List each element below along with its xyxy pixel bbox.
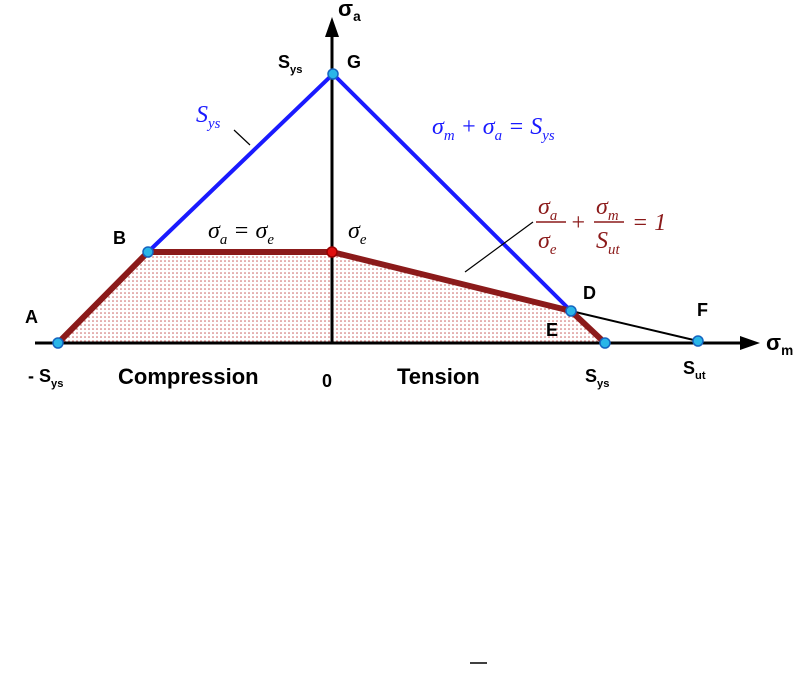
numerator: σa	[538, 194, 557, 224]
point	[599, 337, 611, 349]
text-part: σ	[255, 218, 268, 244]
text-part: σ	[538, 194, 551, 220]
text-part: S	[278, 52, 290, 72]
denominator: Sut	[596, 228, 620, 258]
text-part: D	[583, 283, 596, 303]
leader-line	[464, 221, 534, 273]
x-arrow	[740, 336, 760, 350]
point	[692, 335, 704, 347]
point-label: G	[347, 52, 361, 72]
subscript: ys	[206, 116, 221, 132]
point-label: E	[546, 320, 558, 340]
operator: = 1	[632, 210, 666, 236]
text-part: Compression	[118, 364, 259, 389]
text-part: =	[227, 218, 255, 244]
subscript: a	[495, 128, 502, 144]
subscript: ys	[51, 378, 63, 390]
text-part: 0	[322, 371, 332, 391]
point	[565, 305, 577, 317]
text-part: - S	[28, 366, 51, 386]
subscript: ys	[540, 128, 555, 144]
text-part: S	[196, 102, 208, 128]
numerator: σm	[596, 194, 619, 224]
subscript: e	[360, 232, 367, 248]
text-part: σ	[208, 218, 221, 244]
subscript: m	[608, 208, 619, 224]
text-part: = 1	[632, 210, 666, 236]
denominator: σe	[538, 228, 557, 258]
subscript: ys	[290, 64, 302, 76]
text-part: σ	[338, 0, 353, 21]
tick-label: Sys	[585, 366, 609, 390]
point-label: B	[113, 228, 126, 248]
text-part: =	[502, 114, 530, 140]
text-part: σ	[596, 194, 609, 220]
axis-label: σa	[338, 0, 361, 24]
subscript: ut	[608, 242, 620, 258]
text-part: σ	[348, 218, 361, 244]
subscript: m	[444, 128, 455, 144]
subscript: a	[550, 208, 557, 224]
text-part: σ	[432, 114, 445, 140]
text-part: F	[697, 300, 708, 320]
leader-line	[233, 129, 251, 146]
equation: σm + σa = Sys	[432, 114, 555, 144]
subscript: ys	[597, 378, 609, 390]
text-part: S	[683, 358, 695, 378]
goodman-extension	[570, 310, 699, 342]
subscript: a	[353, 9, 361, 24]
region-label: Tension	[397, 364, 480, 389]
text-part: +	[455, 114, 483, 140]
annotation: Sys	[196, 102, 221, 132]
text-part: S	[530, 114, 542, 140]
region-label: Compression	[118, 364, 259, 389]
point	[52, 337, 64, 349]
point-label: D	[583, 283, 596, 303]
tick-label: Sut	[683, 358, 706, 382]
subscript: m	[781, 343, 793, 358]
y-arrow	[325, 17, 339, 37]
endurance-point	[326, 246, 338, 258]
annotation: σe	[348, 218, 367, 248]
point-label: F	[697, 300, 708, 320]
text-part: σ	[483, 114, 496, 140]
text-part: σ	[538, 228, 551, 254]
point	[327, 68, 339, 80]
subscript: a	[220, 232, 227, 248]
point	[142, 246, 154, 258]
subscript: e	[267, 232, 274, 248]
tick-label: - Sys	[28, 366, 63, 390]
point-label: A	[25, 307, 38, 327]
text-part: B	[113, 228, 126, 248]
tick-label: 0	[322, 371, 332, 391]
text-part: A	[25, 307, 38, 327]
equation: σa = σe	[208, 218, 274, 248]
subscript: ut	[695, 370, 706, 382]
text-part: S	[585, 366, 597, 386]
text-part: σ	[766, 330, 781, 355]
axis-label: σm	[766, 330, 793, 358]
text-part: Tension	[397, 364, 480, 389]
tick-label: Sys	[278, 52, 302, 76]
text-part: +	[570, 210, 586, 236]
text-part: S	[596, 228, 608, 254]
operator: +	[570, 210, 586, 236]
subscript: e	[550, 242, 557, 258]
text-part: E	[546, 320, 558, 340]
text-part: G	[347, 52, 361, 72]
